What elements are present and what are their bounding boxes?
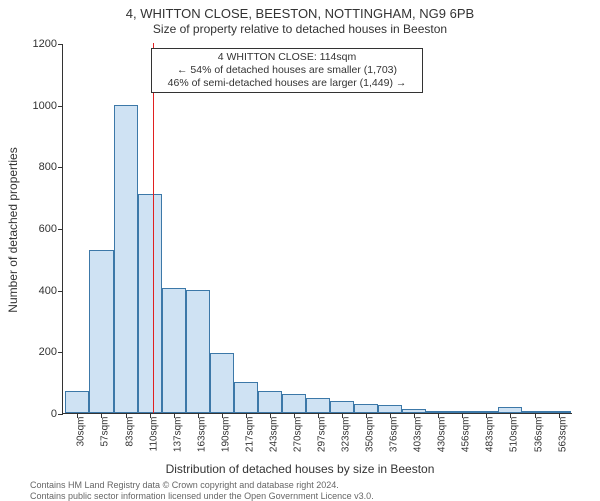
x-tick-label: 403sqm xyxy=(413,417,424,453)
info-box-line3: 46% of semi-detached houses are larger (… xyxy=(156,77,418,90)
bar xyxy=(89,250,113,413)
bar xyxy=(234,382,258,413)
bar xyxy=(378,405,402,413)
info-box-line1: 4 WHITTON CLOSE: 114sqm xyxy=(156,51,418,64)
plot-area: 02004006008001000120030sqm57sqm83sqm110s… xyxy=(62,44,572,414)
x-axis-label: Distribution of detached houses by size … xyxy=(0,462,600,476)
y-tick-label: 200 xyxy=(17,346,57,358)
x-tick-label: 83sqm xyxy=(124,417,135,447)
bar xyxy=(114,105,138,413)
marker-line xyxy=(153,43,154,413)
y-tick xyxy=(58,44,63,45)
x-tick-label: 190sqm xyxy=(220,417,231,453)
bar xyxy=(138,194,162,413)
x-tick-label: 483sqm xyxy=(485,417,496,453)
bar xyxy=(186,290,210,413)
x-tick-label: 243sqm xyxy=(268,417,279,453)
x-tick-label: 510sqm xyxy=(509,417,520,453)
x-tick-label: 217sqm xyxy=(244,417,255,453)
x-tick-label: 137sqm xyxy=(172,417,183,453)
y-tick-label: 800 xyxy=(17,161,57,173)
y-tick-label: 0 xyxy=(17,408,57,420)
x-tick-label: 376sqm xyxy=(389,417,400,453)
x-tick-label: 270sqm xyxy=(292,417,303,453)
x-tick-label: 536sqm xyxy=(533,417,544,453)
bar xyxy=(330,401,354,413)
y-tick xyxy=(58,229,63,230)
x-tick-label: 57sqm xyxy=(100,417,111,447)
info-box-line2: ← 54% of detached houses are smaller (1,… xyxy=(156,64,418,77)
y-tick-label: 600 xyxy=(17,223,57,235)
x-tick-label: 323sqm xyxy=(341,417,352,453)
y-tick xyxy=(58,352,63,353)
info-box: 4 WHITTON CLOSE: 114sqm ← 54% of detache… xyxy=(151,48,423,93)
bar xyxy=(306,398,330,413)
bar xyxy=(282,394,306,413)
y-tick-label: 1000 xyxy=(17,100,57,112)
x-tick-label: 430sqm xyxy=(437,417,448,453)
y-tick xyxy=(58,414,63,415)
footnote-line1: Contains HM Land Registry data © Crown c… xyxy=(30,480,590,490)
bar xyxy=(354,404,378,413)
bar xyxy=(65,391,89,413)
x-tick-label: 163sqm xyxy=(196,417,207,453)
chart-title-line2: Size of property relative to detached ho… xyxy=(0,22,600,36)
y-tick xyxy=(58,106,63,107)
y-tick-label: 1200 xyxy=(17,38,57,50)
y-tick-label: 400 xyxy=(17,285,57,297)
x-tick-label: 563sqm xyxy=(557,417,568,453)
y-tick xyxy=(58,167,63,168)
bar xyxy=(162,288,186,413)
chart-wrapper: 4, WHITTON CLOSE, BEESTON, NOTTINGHAM, N… xyxy=(0,0,600,500)
x-tick-label: 350sqm xyxy=(365,417,376,453)
chart-title-line1: 4, WHITTON CLOSE, BEESTON, NOTTINGHAM, N… xyxy=(0,6,600,21)
x-tick-label: 297sqm xyxy=(317,417,328,453)
y-tick xyxy=(58,291,63,292)
x-tick-label: 456sqm xyxy=(461,417,472,453)
bar xyxy=(258,391,282,413)
x-tick-label: 110sqm xyxy=(148,417,159,452)
bar xyxy=(210,353,234,413)
x-tick-label: 30sqm xyxy=(76,417,87,447)
